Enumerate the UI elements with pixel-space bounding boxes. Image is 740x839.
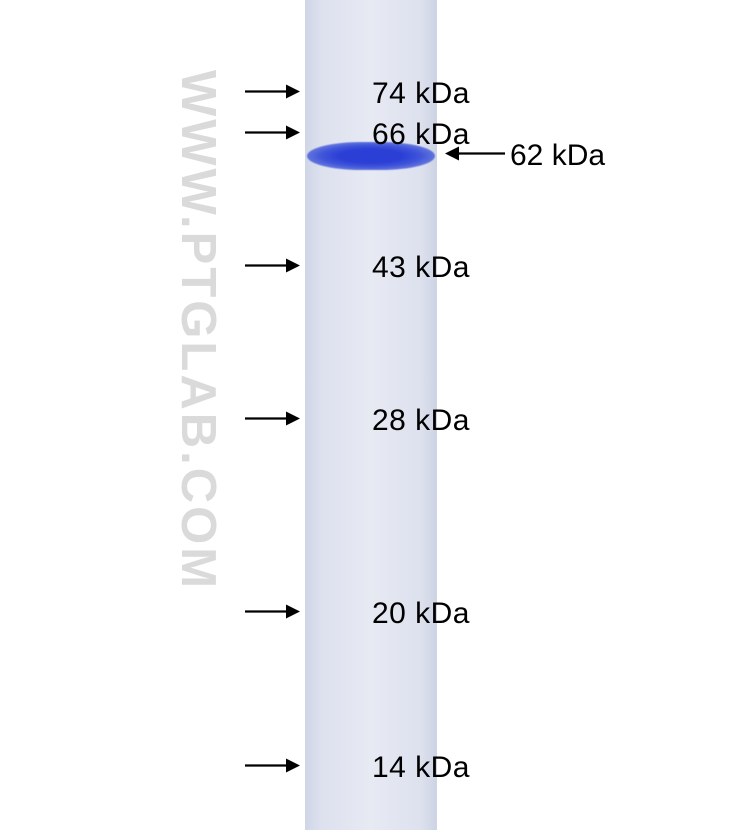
marker-label: 43 kDa	[372, 251, 470, 285]
arrow-right-icon	[243, 123, 302, 148]
arrow-right-icon	[243, 756, 302, 781]
marker-label: 20 kDa	[372, 597, 470, 631]
marker-label: 74 kDa	[372, 77, 470, 111]
gel-figure: WWW.PTGLAB.COM 74 kDa 66 kDa 43 kDa 28 k…	[0, 0, 740, 839]
result-label: 62 kDa	[510, 139, 605, 173]
svg-text:WWW.PTGLAB.COM: WWW.PTGLAB.COM	[172, 70, 225, 591]
watermark-text: WWW.PTGLAB.COM	[172, 70, 241, 790]
arrow-right-icon	[243, 82, 302, 107]
marker-label: 14 kDa	[372, 751, 470, 785]
arrow-right-icon	[243, 256, 302, 281]
arrow-right-icon	[243, 602, 302, 627]
marker-label: 28 kDa	[372, 404, 470, 438]
arrow-right-icon	[243, 409, 302, 434]
arrow-left-icon	[443, 144, 507, 169]
